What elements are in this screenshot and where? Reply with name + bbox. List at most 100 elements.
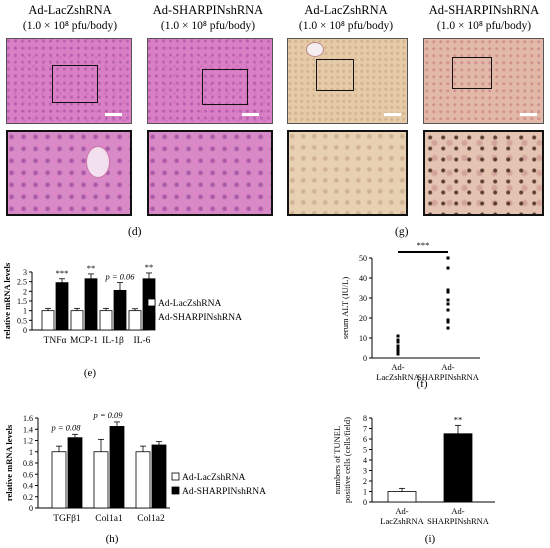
scale-bar <box>384 113 401 116</box>
legend-entry: Ad-LacZshRNA <box>158 299 221 309</box>
y-tick-label: 20 <box>359 314 367 323</box>
y-tick-label: 1 <box>29 448 33 457</box>
column-header-2: Ad-SHARPINshRNA <box>152 3 264 17</box>
x-tick-label: TNFα <box>44 336 67 346</box>
bar <box>443 433 473 503</box>
legend-entry: Ad-LacZshRNA <box>182 473 245 483</box>
y-tick-label: 50 <box>359 254 367 263</box>
y-tick-label: 0.4 <box>23 482 33 491</box>
roi-box <box>202 69 248 105</box>
x-tick-label: Col1a1 <box>95 514 123 524</box>
significance-label: *** <box>56 268 69 278</box>
panel-label-g: (g) <box>395 226 409 238</box>
data-point <box>396 348 400 352</box>
x-tick-label: SHARPINshRNA <box>417 372 480 382</box>
roi-box <box>452 57 492 89</box>
tunel-zoom-lacz <box>287 130 408 216</box>
bar <box>135 451 151 509</box>
x-tick-label: Ad- <box>395 506 408 516</box>
y-tick-label: 0 <box>23 326 27 335</box>
chart-h: 0 0.2 0.4 0.6 0.8 1 1.2 1.4 1.6 relative mRNA lev… <box>4 410 266 545</box>
y-axis-label: relative mRNA levels <box>4 424 14 501</box>
dose-label-4: (1.0 × 10⁸ pfu/body) <box>436 20 532 32</box>
y-tick-label: 30 <box>359 294 367 303</box>
y-tick-label: 1.2 <box>23 437 33 446</box>
chart-i: 01 23 45 67 8 numbers of TUNEL positive cells … <box>332 414 495 545</box>
data-point <box>446 302 450 306</box>
x-tick-label: IL-1β <box>102 336 124 346</box>
x-tick-label: TGFβ1 <box>53 514 81 524</box>
legend-swatch <box>171 472 180 481</box>
x-tick-label: LacZshRNA <box>376 372 420 382</box>
x-tick-label: MCP-1 <box>70 336 98 346</box>
column-header-1: Ad-LacZshRNA <box>28 3 112 17</box>
y-tick-label: 0.2 <box>23 493 33 502</box>
data-point <box>396 346 400 350</box>
y-tick-label: 6 <box>363 435 367 444</box>
panel-label-f: (f) <box>417 378 428 390</box>
bar <box>55 282 69 331</box>
legend-swatch <box>147 312 156 321</box>
y-tick-label: 0 <box>363 354 367 363</box>
legend-swatch <box>171 486 180 495</box>
data-point <box>446 318 450 322</box>
vessel <box>306 42 324 57</box>
y-tick-label: 8 <box>363 414 367 423</box>
y-tick-label: 0.8 <box>23 459 33 468</box>
column-header-3: Ad-LacZshRNA <box>304 3 388 17</box>
bar <box>51 451 67 509</box>
significance-label: ** <box>145 262 154 272</box>
data-point <box>446 320 450 324</box>
data-point <box>396 350 400 354</box>
dose-label-1: (1.0 × 10⁸ pfu/body) <box>22 20 118 32</box>
legend-swatch <box>147 298 156 307</box>
y-tick-label: 0 <box>29 504 33 513</box>
legend-entry: Ad-SHARPINshRNA <box>182 487 266 497</box>
tunel-overview-lacz <box>287 38 408 124</box>
bar <box>93 451 109 509</box>
significance-label: p = 0.09 <box>92 410 123 420</box>
data-point <box>396 340 400 344</box>
x-tick-label: IL-6 <box>134 336 151 346</box>
data-point <box>396 338 400 342</box>
data-point <box>396 334 400 338</box>
y-tick-label: 1 <box>23 307 27 316</box>
y-tick-label: 0.6 <box>23 470 33 479</box>
y-tick-label: 1.6 <box>23 414 33 423</box>
vessel <box>86 146 110 178</box>
panel-label-e: (e) <box>84 367 97 379</box>
bar <box>387 491 417 503</box>
y-tick-label: 2 <box>363 477 367 486</box>
he-zoom-sharpin <box>147 130 273 216</box>
y-tick-label: 10 <box>359 334 367 343</box>
y-tick-label: 2 <box>23 287 27 296</box>
bar <box>99 310 113 331</box>
tunel-zoom-sharpin <box>423 130 544 216</box>
bar <box>151 444 167 509</box>
y-axis-label: positive cells (cells/field) <box>342 417 352 503</box>
bar <box>67 437 83 509</box>
significance-label: p = 0.08 <box>50 422 81 432</box>
data-point <box>396 352 400 356</box>
y-tick-label: 3 <box>363 467 367 476</box>
y-tick-label: 1 <box>363 488 367 497</box>
x-tick-label: Ad- <box>391 362 404 372</box>
significance-label: ** <box>454 414 463 424</box>
y-tick-label: 4 <box>363 456 367 465</box>
he-overview-sharpin <box>147 38 273 124</box>
bar <box>70 310 84 331</box>
y-tick-label: 0.5 <box>17 316 27 325</box>
bar <box>109 426 125 509</box>
panel-label-i: (i) <box>425 533 436 545</box>
scale-bar <box>105 113 122 116</box>
significance-label: *** <box>417 240 430 250</box>
dose-label-2: (1.0 × 10⁸ pfu/body) <box>160 20 256 32</box>
data-point <box>446 266 450 270</box>
he-zoom-lacz <box>6 130 132 216</box>
data-point <box>446 298 450 302</box>
x-tick-label: LacZshRNA <box>380 516 424 526</box>
scale-bar <box>242 113 259 116</box>
y-tick-label: 1.5 <box>17 297 27 306</box>
y-tick-label: 3 <box>23 268 27 277</box>
